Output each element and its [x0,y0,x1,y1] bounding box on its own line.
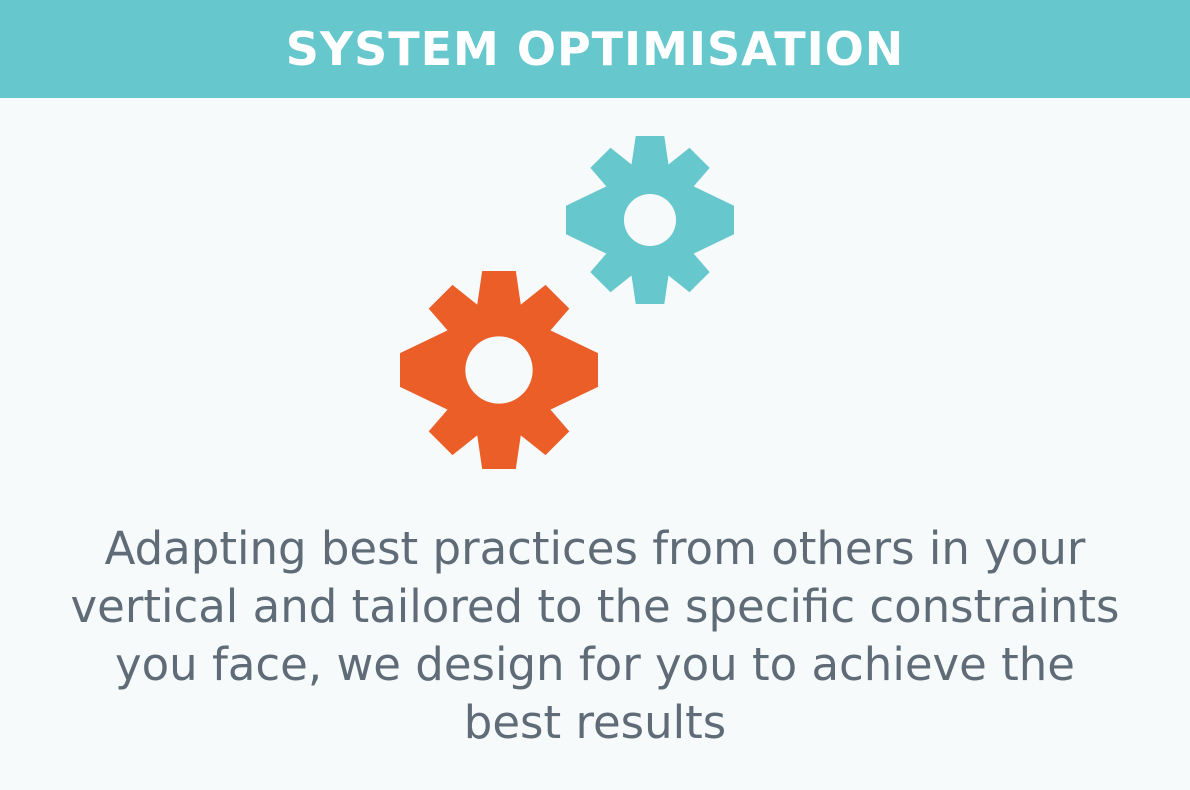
page-title: SYSTEM OPTIMISATION [285,22,905,76]
header-banner: SYSTEM OPTIMISATION [0,0,1190,98]
teal-gear-icon [566,136,734,304]
orange-gear-icon [400,271,598,469]
description-text: Adapting best practices from others in y… [70,522,1120,749]
